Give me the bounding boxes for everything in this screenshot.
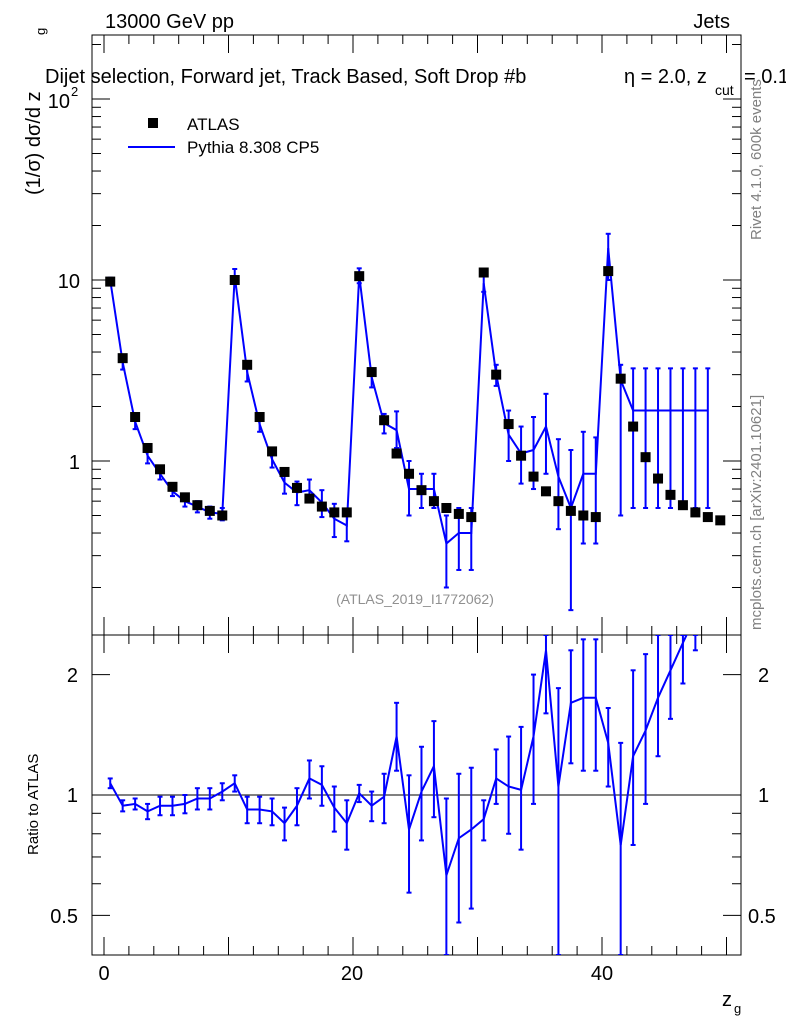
data-point — [366, 367, 377, 378]
cut-subscript: cut — [715, 82, 734, 98]
xlabel: z — [722, 989, 732, 1011]
ratio-plot-area — [107, 635, 698, 955]
process-label: Jets — [693, 11, 730, 33]
data-point — [254, 412, 265, 423]
data-point — [528, 471, 539, 482]
xtick-label-40: 40 — [591, 963, 613, 985]
data-point — [615, 373, 626, 384]
ratio-line — [109, 635, 688, 876]
data-point — [565, 505, 576, 516]
data-point — [503, 419, 514, 430]
data-point — [204, 505, 215, 516]
analysis-id: (ATLAS_2019_I1772062) — [336, 591, 494, 607]
data-point — [117, 353, 128, 364]
data-point — [229, 275, 240, 285]
main-ytick-label-100: 10 — [48, 91, 70, 113]
svg-text:g: g — [33, 28, 48, 35]
mcplots-label: mcplots.cern.ch [arXiv:2401.10621] — [748, 395, 765, 630]
svg-text:(1/σ) dσ/d z: (1/σ) dσ/d z — [23, 91, 45, 195]
xtick-label-20: 20 — [341, 963, 363, 985]
data-point — [192, 500, 203, 511]
data-point — [105, 276, 116, 287]
ratio-ytick-label-right-0.5: 0.5 — [748, 906, 776, 928]
data-point — [217, 510, 228, 521]
cut-value: = 0.1 — [744, 66, 786, 88]
data-point — [553, 496, 564, 507]
energy-label: 13000 GeV pp — [105, 11, 234, 33]
ratio-ytick-label-right-1: 1 — [758, 785, 769, 807]
data-point — [628, 421, 639, 432]
eta-label: η = 2.0, z — [624, 66, 707, 88]
data-point — [640, 452, 651, 463]
ratio-ylabel: Ratio to ATLAS — [25, 754, 42, 855]
data-point — [291, 482, 302, 493]
main-axis-ticks — [92, 35, 741, 635]
data-point — [242, 359, 253, 370]
ratio-ytick-label-left-1: 1 — [67, 785, 78, 807]
data-point — [354, 271, 365, 282]
data-point — [391, 448, 402, 459]
data-point — [404, 468, 415, 479]
data-point — [491, 369, 502, 380]
data-point — [416, 485, 427, 496]
main-ytick-label-1: 1 — [69, 452, 80, 474]
mc-series-main — [107, 232, 711, 612]
data-point — [540, 486, 551, 497]
data-point — [653, 473, 664, 484]
data-point — [516, 450, 527, 461]
ratio-axis-ticks — [92, 635, 741, 955]
data-point — [466, 512, 477, 523]
ratio-ytick-label-right-2: 2 — [758, 665, 769, 687]
data-series-main — [105, 266, 726, 526]
data-point — [478, 267, 489, 278]
main-ylabel: (1/σ) dσ/d z g — [23, 28, 48, 195]
data-point — [715, 515, 726, 526]
data-point — [167, 481, 178, 492]
data-point — [304, 493, 315, 504]
data-point — [179, 492, 190, 503]
data-point — [702, 512, 713, 523]
data-point — [453, 508, 464, 519]
main-ytick-label-100-exponent: 2 — [71, 84, 78, 99]
data-point — [603, 266, 614, 277]
data-point — [677, 500, 688, 511]
data-point — [329, 507, 340, 518]
data-point — [578, 510, 589, 521]
data-point — [267, 446, 278, 457]
main-ytick-label-10: 10 — [58, 271, 80, 293]
data-point — [279, 466, 290, 477]
legend-data-marker — [148, 118, 158, 128]
data-point — [428, 496, 439, 507]
data-point — [441, 502, 452, 513]
xtick-label-0: 0 — [98, 963, 109, 985]
data-point — [379, 415, 390, 426]
legend-mc-label: Pythia 8.308 CP5 — [187, 138, 319, 157]
rivet-label: Rivet 4.1.0, 600k events — [748, 79, 765, 240]
data-point — [130, 412, 141, 423]
selection-title: Dijet selection, Forward jet, Track Base… — [45, 66, 526, 88]
xlabel-subscript: g — [734, 1001, 741, 1016]
data-point — [341, 507, 352, 518]
data-point — [665, 489, 676, 500]
data-point — [590, 512, 601, 523]
legend-data-label: ATLAS — [187, 115, 240, 134]
ratio-ytick-label-left-2: 2 — [67, 665, 78, 687]
data-point — [155, 464, 166, 475]
mc-series-ratio — [107, 635, 698, 955]
data-point — [142, 442, 153, 453]
ratio-ytick-label-left-0.5: 0.5 — [50, 906, 78, 928]
data-point — [316, 501, 327, 512]
data-point — [690, 507, 701, 518]
